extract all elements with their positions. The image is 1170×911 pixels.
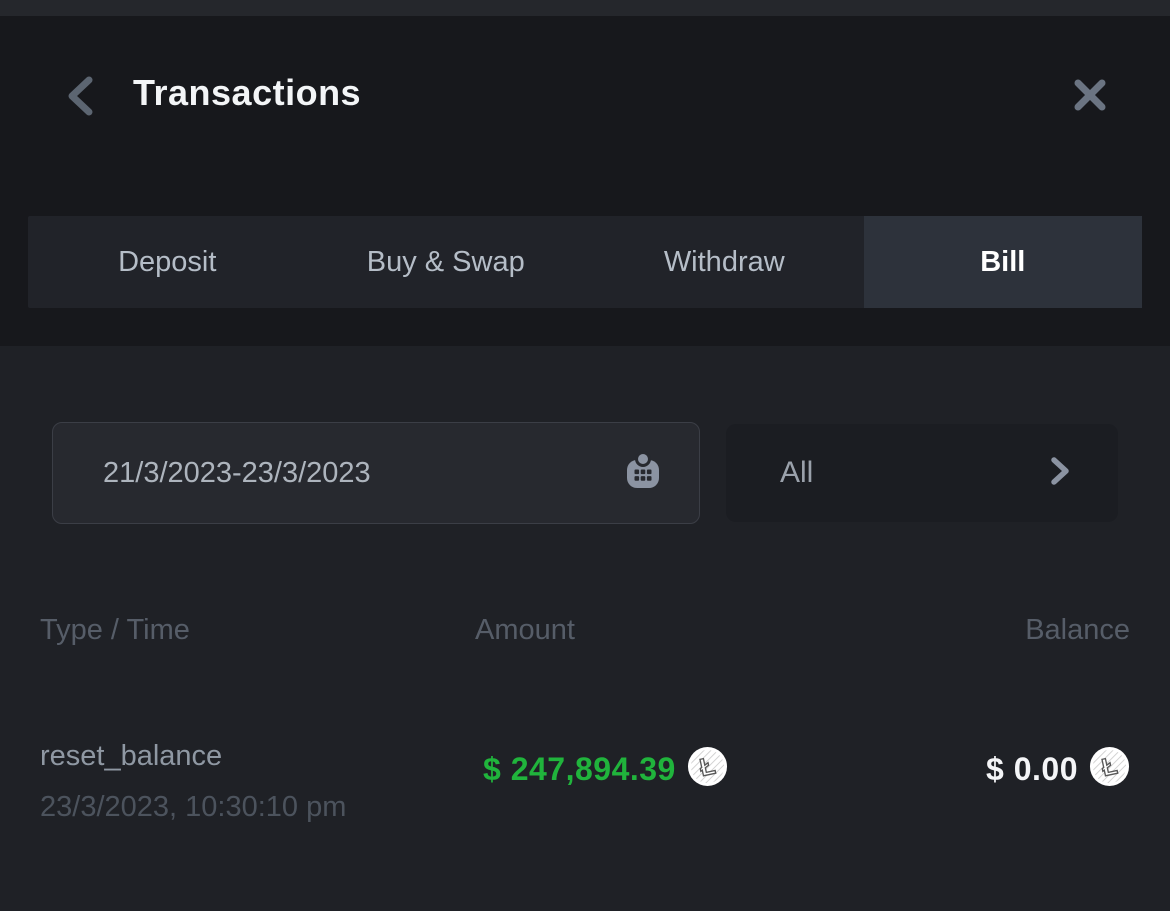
back-button[interactable]	[58, 74, 102, 120]
type-time-cell: reset_balance 23/3/2023, 10:30:10 pm	[40, 731, 346, 833]
transaction-tabs: Deposit Buy & Swap Withdraw Bill	[28, 216, 1142, 308]
transaction-type: reset_balance	[40, 740, 223, 772]
litecoin-icon: Ł	[687, 746, 728, 792]
svg-text:Ł: Ł	[697, 753, 717, 783]
type-filter-select[interactable]: All	[726, 424, 1118, 522]
table-row[interactable]: reset_balance 23/3/2023, 10:30:10 pm $ 2…	[0, 731, 1170, 846]
table-header-row: Type / Time Amount Balance	[0, 614, 1170, 648]
tab-deposit[interactable]: Deposit	[118, 245, 217, 278]
close-icon	[1068, 73, 1112, 120]
page-title: Transactions	[133, 72, 362, 113]
balance-cell: $ 0.00 Ł	[986, 746, 1130, 792]
transaction-time: 23/3/2023, 10:30:10 pm	[40, 791, 347, 823]
amount-cell: $ 247,894.39 Ł	[483, 746, 728, 792]
balance-value: $ 0.00	[986, 750, 1078, 787]
close-button[interactable]	[1066, 72, 1114, 120]
date-range-value: 21/3/2023-23/3/2023	[103, 456, 371, 489]
tab-withdraw[interactable]: Withdraw	[663, 245, 785, 278]
column-header-type-time: Type / Time	[40, 614, 190, 646]
litecoin-icon: Ł	[1089, 746, 1130, 792]
date-range-picker[interactable]: 21/3/2023-23/3/2023	[52, 422, 700, 524]
svg-text:Ł: Ł	[1100, 753, 1120, 783]
page-background-strip	[0, 0, 1170, 16]
calendar-icon	[623, 450, 663, 497]
column-header-balance: Balance	[1025, 614, 1130, 646]
tab-buy-swap[interactable]: Buy & Swap	[366, 245, 525, 278]
bill-panel: 21/3/2023-23/3/2023 All	[0, 346, 1170, 911]
chevron-right-icon	[1048, 455, 1072, 492]
chevron-left-icon	[63, 74, 97, 121]
type-filter-value: All	[780, 456, 814, 489]
tab-bill[interactable]: Bill	[863, 216, 1142, 308]
amount-value: $ 247,894.39	[483, 750, 676, 787]
column-header-amount: Amount	[475, 614, 575, 646]
